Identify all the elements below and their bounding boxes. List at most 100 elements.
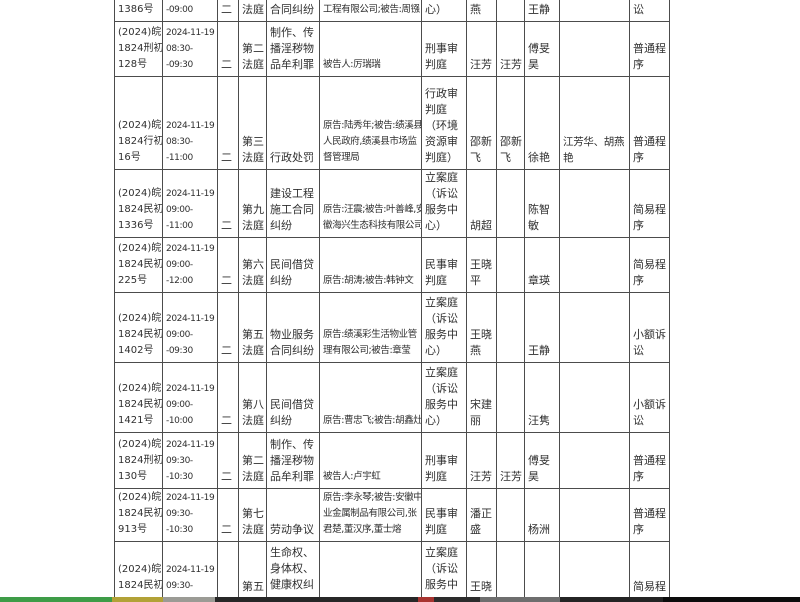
strip-segment — [112, 597, 163, 602]
table-row: (2024)皖 1824民初 1421号 2024-11-19 09:00- -1… — [115, 363, 670, 433]
cell-cause_of_action: 制作、传 播淫秽物 品牟利罪 — [267, 22, 320, 76]
strip-segment — [163, 597, 215, 602]
table-row: 1386号 -09:00 二法庭 合同纠纷 工程有限公司;被告:周镪 心）燕 王静 讼 — [115, 0, 670, 22]
cell-trial_division: 心） — [422, 0, 467, 21]
cell-presiding_judge: 潘正 盛 — [467, 489, 497, 541]
cell-hearing_time: 2024-11-19 09:30- -10:30 — [163, 433, 218, 488]
cell-panel_members — [560, 489, 630, 541]
cell-session: 二 — [218, 293, 239, 362]
cell-trial_division: 立案庭 （诉讼 服务中 心） — [422, 293, 467, 362]
cell-courtroom: 第三 法庭 — [239, 77, 267, 169]
table-row: (2024)皖 1824民初 1336号 2024-11-19 09:00- -1… — [115, 170, 670, 238]
strip-segment — [0, 597, 112, 602]
cell-presiding_judge: 汪芳 — [467, 433, 497, 488]
cell-judge — [497, 542, 525, 602]
cell-clerk: 傅旻 昊 — [525, 22, 560, 76]
cell-trial_division: 民事审 判庭 — [422, 489, 467, 541]
cell-hearing_time: 2024-11-19 08:30- -11:00 — [163, 77, 218, 169]
cell-case_number: (2024)皖 1824民初 225号 — [115, 238, 163, 292]
cell-clerk: 王静 — [525, 0, 560, 21]
cell-case_number: (2024)皖 1824刑初 130号 — [115, 433, 163, 488]
cell-panel_members — [560, 363, 630, 432]
cell-clerk — [525, 542, 560, 602]
cell-hearing_time: 2024-11-19 09:30- -10:30 — [163, 489, 218, 541]
cell-judge — [497, 293, 525, 362]
cell-hearing_time: 2024-11-19 09:00- -10:00 — [163, 363, 218, 432]
cell-session: 二 — [218, 170, 239, 237]
strip-segment — [418, 597, 434, 602]
cell-trial_division: 刑事审 判庭 — [422, 433, 467, 488]
cell-parties: 被告人:卢宇虹 — [320, 433, 422, 488]
cell-hearing_time: -09:00 — [163, 0, 218, 21]
cell-hearing_time: 2024-11-19 08:30- -09:30 — [163, 22, 218, 76]
cell-case_number: (2024)皖 1824刑初 128号 — [115, 22, 163, 76]
cell-parties: 原告:李永琴;被告:安徽中 业金属制品有限公司,张 君楚,董汉序,董士熔 — [320, 489, 422, 541]
cell-panel_members — [560, 433, 630, 488]
cell-clerk: 徐艳 — [525, 77, 560, 169]
cell-session: 二 — [218, 489, 239, 541]
cell-panel_members — [560, 22, 630, 76]
cell-judge — [497, 363, 525, 432]
cell-clerk: 陈智 敏 — [525, 170, 560, 237]
strip-segment — [215, 597, 418, 602]
bottom-edge-strip — [0, 597, 800, 602]
cell-presiding_judge: 王晓 — [467, 542, 497, 602]
cell-judge: 邵新 飞 — [497, 77, 525, 169]
cell-courtroom: 第二 法庭 — [239, 22, 267, 76]
cell-presiding_judge: 王晓 平 — [467, 238, 497, 292]
cell-trial_division: 立案庭 （诉讼 服务中 心） — [422, 363, 467, 432]
cell-cause_of_action: 行政处罚 — [267, 77, 320, 169]
cell-hearing_time: 2024-11-19 09:00- -11:00 — [163, 170, 218, 237]
cell-presiding_judge: 燕 — [467, 0, 497, 21]
cell-session: 二 — [218, 363, 239, 432]
cell-presiding_judge: 宋建 丽 — [467, 363, 497, 432]
cell-procedure: 简易程 — [630, 542, 670, 602]
cell-trial_division: 刑事审 判庭 — [422, 22, 467, 76]
cell-panel_members — [560, 0, 630, 21]
cell-clerk: 章瑛 — [525, 238, 560, 292]
cell-session: 二 — [218, 22, 239, 76]
cell-panel_members — [560, 170, 630, 237]
cell-presiding_judge: 汪芳 — [467, 22, 497, 76]
cell-presiding_judge: 胡超 — [467, 170, 497, 237]
cell-clerk: 杨洲 — [525, 489, 560, 541]
cell-judge: 汪芳 — [497, 22, 525, 76]
cell-panel_members: 江芳华、胡燕 艳 — [560, 77, 630, 169]
cell-cause_of_action: 制作、传 播淫秽物 品牟利罪 — [267, 433, 320, 488]
cell-courtroom: 第八 法庭 — [239, 363, 267, 432]
cell-session: 二 — [218, 77, 239, 169]
table-row: (2024)皖 1824民初 913号 2024-11-19 09:30- -10… — [115, 489, 670, 542]
strip-segment — [663, 597, 800, 602]
cell-trial_division: 立案庭 （诉讼 服务中 心） — [422, 170, 467, 237]
table-row: (2024)皖 1824民初 1402号 2024-11-19 09:00- -0… — [115, 293, 670, 363]
cell-trial_division: 立案庭 （诉讼 服务中 — [422, 542, 467, 602]
cell-trial_division: 行政审 判庭 （环境 资源审 判庭） — [422, 77, 467, 169]
cell-procedure: 讼 — [630, 0, 670, 21]
strip-segment — [434, 597, 480, 602]
strip-segment — [560, 597, 663, 602]
cell-judge — [497, 489, 525, 541]
cell-parties: 原告:陆秀年;被告:绩溪县 人民政府,绩溪县市场监 督管理局 — [320, 77, 422, 169]
cell-cause_of_action: 民间借贷 纠纷 — [267, 238, 320, 292]
cell-judge — [497, 170, 525, 237]
cell-clerk: 王静 — [525, 293, 560, 362]
cell-presiding_judge: 邵新 飞 — [467, 77, 497, 169]
cell-courtroom: 第五 法庭 — [239, 293, 267, 362]
cell-parties: 原告:胡涛;被告:韩钟文 — [320, 238, 422, 292]
cell-case_number: (2024)皖 1824民初 913号 — [115, 489, 163, 541]
cell-case_number: (2024)皖 1824行初 16号 — [115, 77, 163, 169]
cell-session: 二 — [218, 0, 239, 21]
cell-session: 二 — [218, 238, 239, 292]
cell-cause_of_action: 物业服务 合同纠纷 — [267, 293, 320, 362]
cell-parties: 原告:绩溪彩生活物业管 理有限公司;被告:章莹 — [320, 293, 422, 362]
cell-procedure: 简易程 序 — [630, 238, 670, 292]
cell-procedure: 简易程 序 — [630, 170, 670, 237]
cell-parties: 原告:汪震;被告:叶善峰,安 徽海兴生态科技有限公司 — [320, 170, 422, 237]
cell-panel_members — [560, 293, 630, 362]
cell-session — [218, 542, 239, 602]
schedule-table: 1386号 -09:00 二法庭 合同纠纷 工程有限公司;被告:周镪 心）燕王静讼 (202… — [114, 0, 670, 602]
cell-courtroom: 第五 — [239, 542, 267, 602]
cell-cause_of_action: 民间借贷 纠纷 — [267, 363, 320, 432]
cell-judge — [497, 0, 525, 21]
